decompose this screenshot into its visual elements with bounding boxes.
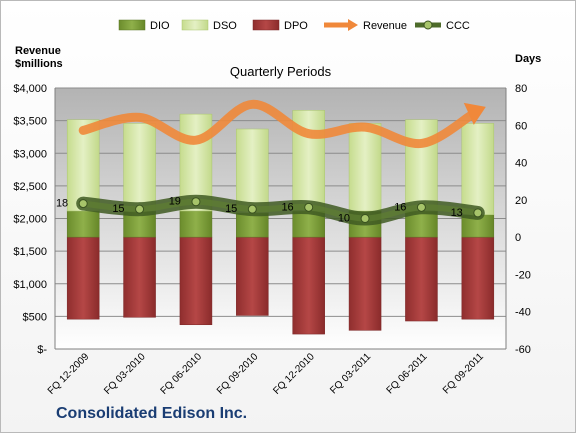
legend-swatch-dio: [118, 19, 146, 31]
x-tick-label: FQ 12-2009: [46, 351, 92, 397]
left-axis-tick-label: $-: [37, 344, 47, 356]
ccc-data-label: 15: [225, 203, 237, 215]
ccc-data-label: 19: [169, 196, 181, 208]
bar-dio: [179, 210, 213, 238]
left-axis-tick-label: $3,000: [13, 148, 47, 160]
right-axis-tick-label: 0: [515, 232, 521, 244]
right-axis-tick-label: -20: [515, 269, 531, 281]
legend-swatch-ccc-marker: [423, 20, 433, 30]
ccc-data-label: 18: [56, 198, 68, 210]
ccc-data-label: 10: [338, 213, 350, 225]
bar-dpo: [179, 236, 213, 326]
bar-dpo: [348, 236, 382, 331]
legend-label-revenue: Revenue: [363, 20, 407, 32]
ccc-point: [78, 199, 88, 209]
left-axis-tick-label: $500: [23, 311, 47, 323]
ccc-data-label: 16: [394, 201, 406, 213]
legend-swatch-dpo: [252, 19, 280, 31]
bar-dso: [348, 123, 382, 212]
company-name: Consolidated Edison Inc.: [56, 405, 248, 422]
bar-dpo: [405, 236, 438, 322]
ccc-point: [304, 202, 314, 212]
x-tick-label: FQ 03-2011: [328, 351, 373, 396]
legend-swatch-revenue-arrow: [348, 19, 358, 31]
right-axis-tick-label: 60: [515, 120, 527, 132]
right-axis-tick-label: -60: [515, 344, 531, 356]
right-axis-tick-label: 40: [515, 158, 527, 170]
ccc-point: [191, 197, 201, 207]
left-axis-label: Revenue $millions: [15, 45, 63, 71]
left-axis-tick-label: $1,000: [13, 279, 47, 291]
bar-dio: [66, 210, 100, 238]
left-axis-label-line-1: Revenue: [15, 45, 61, 57]
left-axis-tick-label: $1,500: [13, 246, 47, 258]
bar-dso: [405, 119, 438, 212]
x-tick-label: FQ 03-2010: [102, 351, 148, 397]
right-axis-tick-label: 20: [515, 195, 527, 207]
bar-dpo: [292, 236, 325, 335]
bar-dso: [66, 119, 100, 212]
left-axis-tick-label: $2,500: [13, 181, 47, 193]
left-axis-label-line-2: $millions: [15, 58, 63, 70]
bar-dpo: [461, 236, 495, 320]
right-axis-tick-label: -40: [515, 307, 531, 319]
legend-swatch-dso: [181, 19, 209, 31]
ccc-data-label: 15: [112, 203, 124, 215]
x-tick-label: FQ 09-2011: [441, 351, 486, 396]
right-axis-tick-label: 80: [515, 83, 527, 95]
bar-dso: [123, 123, 156, 212]
legend-label-ccc: CCC: [446, 20, 470, 32]
x-tick-label: FQ 12-2010: [271, 351, 317, 397]
x-tick-label: FQ 06-2011: [385, 351, 430, 396]
bar-dpo: [123, 236, 156, 318]
ccc-point: [473, 208, 483, 218]
revenue-arrowhead: [463, 102, 486, 125]
ccc-line-highlight: [80, 198, 481, 222]
x-tick-label: FQ 06-2010: [159, 351, 205, 397]
x-tick-label: FQ 09-2010: [215, 351, 261, 397]
ccc-point: [135, 204, 145, 214]
bar-dpo: [236, 236, 269, 316]
revenue-line: [78, 99, 477, 148]
bar-dso: [461, 123, 495, 216]
chart-title: Quarterly Periods: [230, 64, 332, 79]
ccc-point: [416, 202, 426, 212]
legend-label-dpo: DPO: [284, 20, 308, 32]
ccc-point: [360, 214, 370, 223]
bar-dio: [236, 212, 269, 238]
left-axis-tick-label: $3,500: [13, 116, 47, 128]
ccc-point: [247, 204, 257, 214]
left-axis-tick-label: $2,000: [13, 214, 47, 226]
bar-dpo: [66, 236, 100, 320]
bar-dso: [236, 128, 269, 214]
left-axis-tick-label: $4,000: [13, 83, 47, 95]
ccc-data-label: 13: [451, 207, 463, 219]
legend-label-dio: DIO: [150, 20, 170, 32]
legend-label-dso: DSO: [213, 20, 237, 32]
right-axis-label: Days: [515, 53, 542, 65]
ccc-data-label: 16: [281, 201, 293, 213]
